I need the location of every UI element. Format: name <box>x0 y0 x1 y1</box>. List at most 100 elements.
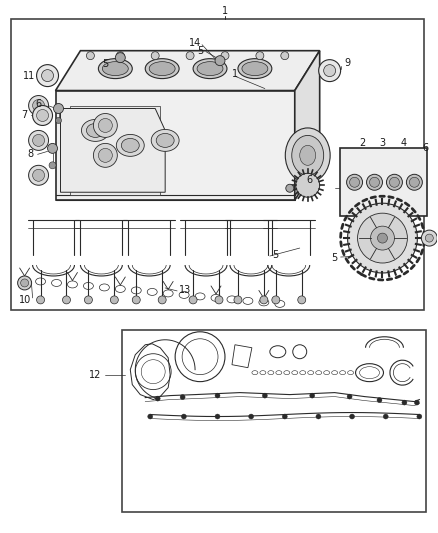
Circle shape <box>417 414 422 419</box>
Circle shape <box>425 234 433 242</box>
Circle shape <box>86 52 95 60</box>
Circle shape <box>346 174 363 190</box>
Circle shape <box>115 53 125 63</box>
Ellipse shape <box>121 139 139 152</box>
Text: 11: 11 <box>22 70 35 80</box>
Circle shape <box>151 52 159 60</box>
Circle shape <box>155 396 160 401</box>
Circle shape <box>350 414 355 419</box>
Text: 5: 5 <box>102 59 109 69</box>
Text: 12: 12 <box>89 370 102 379</box>
Ellipse shape <box>300 146 316 165</box>
Circle shape <box>99 118 112 132</box>
Ellipse shape <box>238 59 272 78</box>
Circle shape <box>110 296 118 304</box>
Ellipse shape <box>193 59 227 78</box>
Polygon shape <box>56 91 295 200</box>
Ellipse shape <box>149 62 175 76</box>
Circle shape <box>53 103 64 114</box>
Circle shape <box>260 296 268 304</box>
Circle shape <box>272 296 280 304</box>
FancyBboxPatch shape <box>122 330 426 512</box>
Circle shape <box>28 95 49 116</box>
Circle shape <box>215 296 223 304</box>
Text: 1: 1 <box>232 69 238 78</box>
Circle shape <box>324 64 336 77</box>
Text: 10: 10 <box>18 295 31 305</box>
Circle shape <box>18 276 32 290</box>
Circle shape <box>377 398 382 402</box>
Circle shape <box>383 414 388 419</box>
Circle shape <box>49 162 56 169</box>
Circle shape <box>378 233 388 243</box>
Text: 14: 14 <box>189 38 201 48</box>
Text: 4: 4 <box>400 139 406 148</box>
Polygon shape <box>56 51 320 91</box>
Circle shape <box>56 117 61 124</box>
Text: 5: 5 <box>272 250 278 260</box>
Circle shape <box>283 414 287 419</box>
Circle shape <box>215 414 220 419</box>
Text: 6: 6 <box>422 143 428 154</box>
Circle shape <box>37 64 59 86</box>
Ellipse shape <box>145 59 179 78</box>
Text: 1: 1 <box>222 6 228 16</box>
Polygon shape <box>60 109 165 192</box>
FancyBboxPatch shape <box>339 148 427 216</box>
Text: 7: 7 <box>21 110 28 120</box>
Ellipse shape <box>151 130 179 151</box>
Text: 5: 5 <box>332 253 338 263</box>
Circle shape <box>249 414 254 419</box>
Ellipse shape <box>99 59 132 78</box>
Circle shape <box>410 177 419 187</box>
Text: 6: 6 <box>35 99 42 109</box>
Circle shape <box>421 230 437 246</box>
Circle shape <box>319 60 341 82</box>
Circle shape <box>99 148 112 163</box>
Circle shape <box>298 296 306 304</box>
Circle shape <box>158 296 166 304</box>
Circle shape <box>32 100 45 111</box>
Circle shape <box>256 52 264 60</box>
Circle shape <box>132 296 140 304</box>
Circle shape <box>262 393 267 398</box>
Text: 8: 8 <box>28 149 34 159</box>
Circle shape <box>189 296 197 304</box>
Circle shape <box>148 414 153 419</box>
Circle shape <box>28 165 49 185</box>
Text: 3: 3 <box>379 139 385 148</box>
Circle shape <box>357 213 407 263</box>
Ellipse shape <box>156 133 174 148</box>
Circle shape <box>347 394 352 399</box>
Text: 2: 2 <box>360 139 366 148</box>
Circle shape <box>21 279 28 287</box>
Ellipse shape <box>102 62 128 76</box>
Circle shape <box>402 400 407 405</box>
Circle shape <box>367 174 382 190</box>
Circle shape <box>371 226 395 250</box>
Circle shape <box>42 70 53 82</box>
Circle shape <box>93 143 117 167</box>
Circle shape <box>414 400 419 405</box>
Circle shape <box>32 169 45 181</box>
Circle shape <box>316 414 321 419</box>
Circle shape <box>37 296 45 304</box>
Circle shape <box>389 177 399 187</box>
Polygon shape <box>295 51 320 200</box>
Circle shape <box>117 52 124 60</box>
Circle shape <box>215 55 225 66</box>
Ellipse shape <box>86 124 104 138</box>
Circle shape <box>348 203 417 273</box>
Circle shape <box>181 414 186 419</box>
Ellipse shape <box>81 119 110 141</box>
Circle shape <box>296 173 320 197</box>
Circle shape <box>406 174 422 190</box>
Polygon shape <box>71 106 160 195</box>
Circle shape <box>215 393 220 398</box>
Circle shape <box>93 114 117 138</box>
Circle shape <box>234 296 242 304</box>
Ellipse shape <box>242 62 268 76</box>
Circle shape <box>28 131 49 150</box>
Circle shape <box>370 177 379 187</box>
Ellipse shape <box>197 62 223 76</box>
